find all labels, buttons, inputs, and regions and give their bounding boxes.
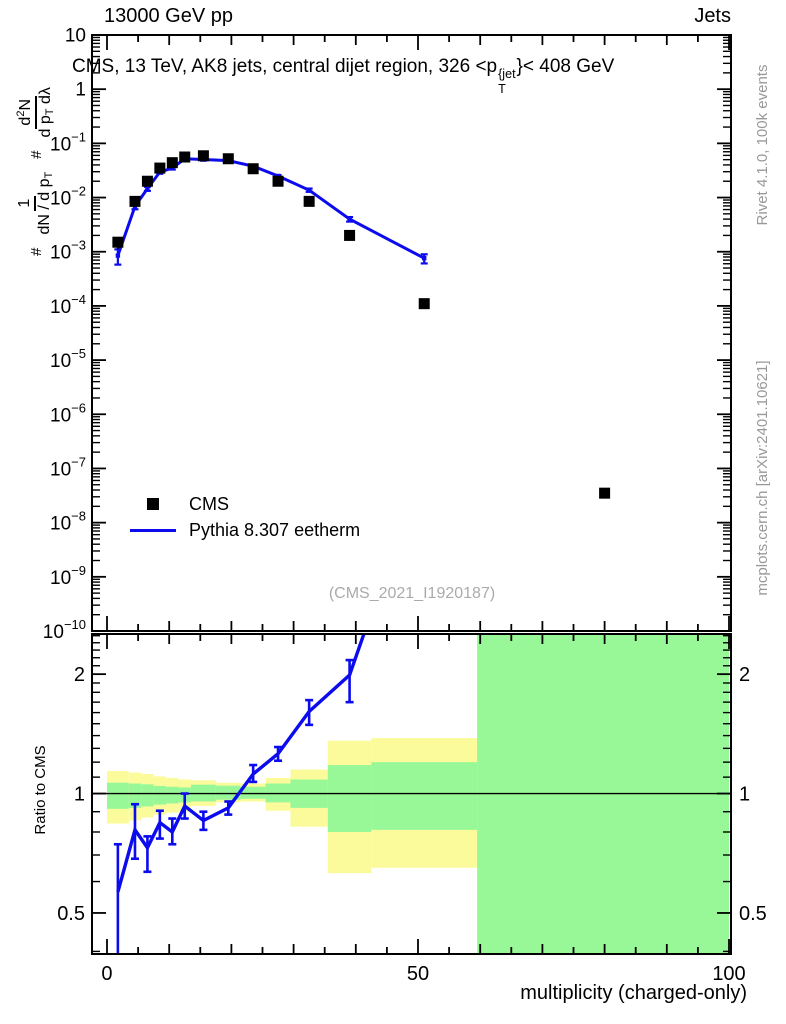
plot-title-subscript: T	[498, 81, 506, 96]
ylabel-hash-2: #	[27, 150, 45, 159]
svg-text:10−1: 10−1	[50, 129, 86, 155]
legend-label-pythia: Pythia 8.307 eetherm	[189, 519, 361, 540]
plot-title-superscript: {jet	[498, 67, 516, 82]
svg-text:10−8: 10−8	[50, 508, 86, 534]
beam-energy-label: 13000 GeV pp	[104, 5, 233, 27]
svg-text:2: 2	[739, 664, 750, 686]
ylabel-hash-1: #	[27, 247, 45, 256]
svg-text:10−10: 10−10	[43, 617, 86, 643]
svg-text:0: 0	[101, 963, 112, 985]
main-y-axis-label: # 1 dN / d pT # d2N d pT dλ	[4, 20, 68, 320]
svg-text:0.5: 0.5	[57, 903, 85, 925]
ratio-y-axis-tick-labels: 0.5 0.5 1 1 2 2	[57, 664, 767, 925]
main-y-axis-tick-labels: 10 1 10−1 10−2 10−3 10−4 10−5 10−6 10−7 10−8 10−9 1…	[43, 26, 86, 643]
pythia-line-swatch	[130, 528, 176, 532]
svg-text:10−7: 10−7	[50, 454, 86, 480]
svg-text:10−2: 10−2	[50, 183, 86, 209]
main-y-axis-ticks	[92, 34, 731, 632]
legend: CMS Pythia 8.307 eetherm	[130, 491, 360, 543]
x-axis-title: multiplicity (charged-only)	[520, 982, 747, 1004]
svg-text:50: 50	[407, 963, 429, 985]
svg-text:1: 1	[739, 784, 750, 806]
ylabel-fraction-2: d2N d pT dλ	[14, 87, 57, 138]
legend-item-pythia: Pythia 8.307 eetherm	[130, 517, 360, 543]
x-axis-tick-labels: 0 50 100	[101, 963, 745, 985]
x-axis-ticks	[106, 35, 730, 954]
svg-text:10−9: 10−9	[50, 562, 86, 588]
ylabel-fraction-1: 1 dN / d pT	[15, 171, 56, 235]
svg-text:1: 1	[75, 80, 86, 101]
svg-text:10−5: 10−5	[50, 346, 86, 372]
generator-version-note: Rivet 4.1.0, 100k events	[753, 64, 771, 226]
legend-label-cms: CMS	[189, 493, 229, 514]
cms-marker-swatch	[130, 498, 176, 510]
ratio-line-pythia	[113, 635, 366, 953]
svg-text:2: 2	[74, 664, 85, 686]
mcplots-source-note: mcplots.cern.ch [arXiv:2401.10621]	[753, 360, 771, 596]
plot-title-prefix: CMS, 13 TeV, AK8 jets, central dijet reg…	[72, 56, 498, 77]
svg-text:10−3: 10−3	[50, 237, 86, 263]
svg-text:10−6: 10−6	[50, 400, 86, 426]
ratio-y-axis-label: Ratio to CMS	[31, 745, 49, 835]
svg-text:100: 100	[712, 963, 745, 985]
svg-text:10−4: 10−4	[50, 291, 86, 317]
svg-text:10: 10	[65, 26, 86, 47]
legend-item-cms: CMS	[130, 491, 360, 517]
plot-title-suffix: }< 408 GeV	[516, 56, 615, 77]
analysis-category-label: Jets	[694, 5, 731, 27]
ratio-y-axis-ticks	[92, 635, 731, 953]
cms-data-points	[112, 150, 611, 499]
svg-text:1: 1	[74, 784, 85, 806]
analysis-id-watermark: (CMS_2021_I1920187)	[328, 585, 496, 602]
svg-text:0.5: 0.5	[739, 903, 767, 925]
plot-title: CMS, 13 TeV, AK8 jets, central dijet reg…	[72, 56, 614, 95]
